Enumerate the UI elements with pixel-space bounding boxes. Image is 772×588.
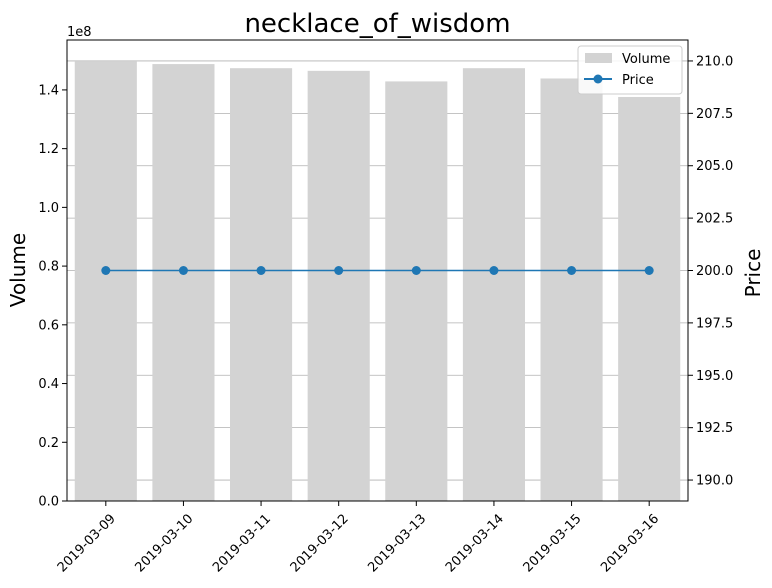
left-y-tick-label: 0.4 [38, 377, 59, 392]
price-point [178, 266, 188, 275]
x-axis: 2019-03-09 2019-03-10 2019-03-11 2019-03-12… [55, 501, 662, 575]
price-point [489, 266, 499, 275]
right-y-tick-label: 207.5 [696, 107, 733, 122]
right-y-tick-label: 190.0 [696, 474, 733, 489]
left-y-tick-label: 1.2 [38, 142, 59, 157]
right-y-tick-label: 205.0 [696, 159, 733, 174]
legend-price-marker [593, 74, 603, 84]
x-tick-label: 2019-03-14 [443, 511, 507, 575]
volume-bar [230, 68, 293, 501]
volume-bar [540, 78, 603, 501]
chart-title: necklace_of_wisdom [244, 9, 510, 39]
legend-volume-label: Volume [622, 52, 670, 67]
price-line-series [101, 266, 654, 275]
left-axis-label: Volume [6, 233, 30, 307]
volume-bar [462, 68, 525, 501]
volume-bar [307, 70, 370, 501]
left-y-tick-label: 1.0 [38, 201, 59, 216]
x-tick-label: 2019-03-09 [55, 511, 119, 575]
x-tick-label: 2019-03-12 [288, 511, 352, 575]
left-y-tick-label: 0.0 [38, 495, 59, 510]
right-y-tick-label: 192.5 [696, 421, 733, 436]
volume-bar [74, 61, 137, 502]
price-point [101, 266, 111, 275]
volume-bars [74, 61, 681, 502]
price-point [567, 266, 577, 275]
right-axis-label: Price [741, 249, 765, 298]
left-y-axis: 0.0 0.2 0.4 0.6 0.8 1.0 1.2 1.4 [38, 83, 67, 510]
right-y-tick-label: 202.5 [696, 212, 733, 227]
left-axis-offset-label: 1e8 [67, 25, 92, 40]
volume-bar [618, 96, 681, 502]
right-y-tick-label: 200.0 [696, 264, 733, 279]
x-tick-label: 2019-03-15 [521, 511, 585, 575]
left-y-tick-label: 0.8 [38, 260, 59, 275]
right-y-tick-label: 197.5 [696, 316, 733, 331]
x-tick-label: 2019-03-10 [132, 511, 196, 575]
legend-price-label: Price [622, 73, 654, 88]
price-point [644, 266, 654, 275]
legend-volume-swatch [585, 53, 612, 63]
left-y-tick-label: 0.6 [38, 318, 59, 333]
x-tick-label: 2019-03-11 [210, 511, 274, 575]
volume-bar [385, 81, 448, 501]
right-y-tick-label: 210.0 [696, 54, 733, 69]
right-y-tick-label: 195.0 [696, 369, 733, 384]
price-point [411, 266, 421, 275]
x-tick-label: 2019-03-13 [365, 511, 429, 575]
price-point [256, 266, 266, 275]
left-y-tick-label: 0.2 [38, 436, 59, 451]
left-y-tick-label: 1.4 [38, 83, 59, 98]
volume-bar [152, 64, 215, 502]
right-y-axis: 190.0 192.5 195.0 197.5 200.0 202.5 205.0 207.5… [688, 54, 733, 489]
x-tick-label: 2019-03-16 [598, 511, 662, 575]
legend: Volume Price [577, 45, 683, 95]
price-point [334, 266, 344, 275]
